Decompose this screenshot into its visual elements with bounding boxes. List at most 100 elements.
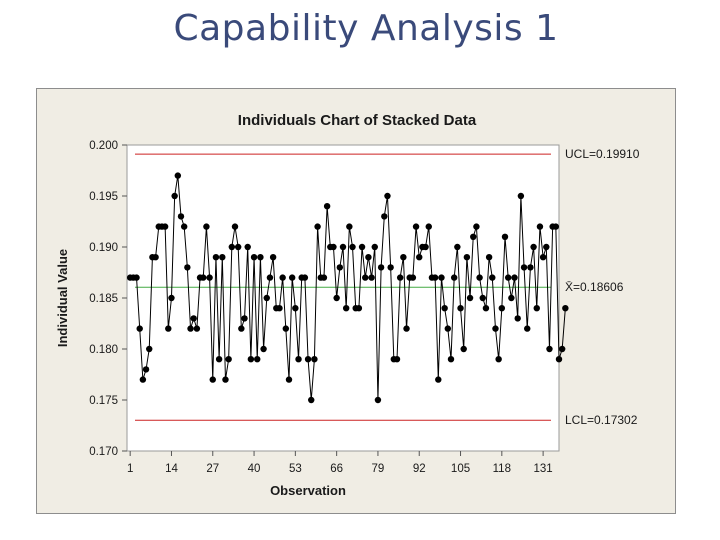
data-point bbox=[247, 356, 255, 363]
data-point bbox=[536, 223, 544, 230]
data-point bbox=[295, 356, 302, 363]
data-point bbox=[517, 192, 525, 200]
data-point bbox=[504, 274, 512, 281]
slide-title: Capability Analysis 1 bbox=[173, 8, 559, 49]
data-point bbox=[365, 254, 372, 261]
data-point bbox=[508, 294, 515, 302]
data-point bbox=[543, 243, 550, 251]
y-tick-label: 0.180 bbox=[89, 344, 118, 356]
chart-panel: Individuals Chart of Stacked Data 0.170 0… bbox=[36, 88, 676, 514]
data-point bbox=[311, 356, 318, 363]
data-point bbox=[308, 396, 315, 404]
data-point bbox=[231, 223, 239, 230]
data-point bbox=[438, 274, 445, 281]
data-point bbox=[301, 274, 309, 281]
data-point bbox=[511, 274, 518, 281]
data-point bbox=[133, 274, 140, 281]
data-point bbox=[212, 254, 220, 261]
data-point bbox=[552, 223, 560, 230]
data-point bbox=[219, 254, 226, 261]
y-tick-label: 0.175 bbox=[89, 395, 118, 407]
data-point bbox=[165, 325, 172, 332]
data-point bbox=[498, 305, 506, 312]
data-point bbox=[368, 274, 375, 281]
y-axis-label: Individual Value bbox=[55, 249, 70, 347]
data-point bbox=[501, 233, 509, 240]
data-point bbox=[206, 274, 213, 281]
x-tick-label: 131 bbox=[534, 463, 553, 475]
data-point bbox=[228, 243, 236, 251]
data-point bbox=[333, 294, 340, 302]
data-point bbox=[346, 223, 353, 230]
data-point bbox=[466, 294, 474, 302]
data-point bbox=[485, 254, 493, 261]
data-point bbox=[495, 356, 502, 363]
data-point bbox=[374, 396, 382, 404]
data-point bbox=[358, 243, 366, 251]
data-point bbox=[279, 274, 286, 281]
data-point bbox=[187, 325, 194, 332]
data-points bbox=[126, 172, 569, 404]
data-point bbox=[533, 305, 540, 312]
data-point bbox=[463, 254, 471, 261]
data-point bbox=[457, 305, 464, 312]
data-point bbox=[152, 254, 159, 261]
data-point bbox=[393, 356, 401, 363]
data-point bbox=[473, 223, 480, 230]
control-limits: UCL=0.19910 X̄=0.18606 LCL=0.17302 bbox=[135, 147, 640, 427]
data-point bbox=[139, 376, 147, 383]
data-point bbox=[168, 294, 175, 302]
data-point bbox=[260, 345, 267, 353]
data-point bbox=[476, 274, 483, 281]
data-point bbox=[285, 376, 293, 383]
data-point bbox=[524, 325, 531, 332]
x-tick-label: 1 bbox=[127, 463, 133, 475]
data-point bbox=[177, 213, 185, 220]
data-point bbox=[323, 203, 331, 210]
x-tick-label: 53 bbox=[289, 463, 302, 475]
data-point bbox=[416, 254, 423, 261]
data-point bbox=[190, 315, 197, 322]
data-point bbox=[257, 254, 264, 261]
data-point bbox=[339, 243, 347, 251]
data-point bbox=[362, 274, 369, 281]
data-point bbox=[562, 305, 569, 312]
data-point bbox=[447, 356, 455, 363]
x-tick-label: 92 bbox=[413, 463, 426, 475]
data-point bbox=[244, 243, 251, 251]
data-point bbox=[435, 376, 442, 383]
x-tick-label: 14 bbox=[165, 463, 178, 475]
chart-title: Individuals Chart of Stacked Data bbox=[238, 112, 477, 129]
data-point bbox=[349, 243, 356, 251]
data-point bbox=[238, 325, 245, 332]
lcl-label: LCL=0.17302 bbox=[565, 413, 638, 427]
data-point bbox=[409, 274, 417, 281]
data-point bbox=[555, 356, 563, 363]
data-point bbox=[215, 356, 223, 363]
data-point bbox=[241, 315, 248, 322]
data-point bbox=[342, 305, 350, 312]
data-point bbox=[460, 345, 467, 353]
data-point bbox=[234, 243, 242, 251]
data-point bbox=[320, 274, 328, 281]
data-point bbox=[142, 366, 150, 373]
y-tick-label: 0.185 bbox=[89, 293, 118, 305]
x-tick-label: 79 bbox=[372, 463, 385, 475]
data-point bbox=[396, 274, 404, 281]
data-point bbox=[530, 243, 537, 251]
data-point bbox=[314, 223, 321, 230]
x-tick-label: 27 bbox=[206, 463, 219, 475]
data-point bbox=[355, 305, 363, 312]
center-label: X̄=0.18606 bbox=[565, 280, 624, 294]
data-point bbox=[527, 264, 534, 271]
data-point bbox=[431, 274, 439, 281]
data-point bbox=[381, 213, 388, 220]
data-point bbox=[288, 274, 296, 281]
data-point bbox=[425, 223, 432, 230]
data-point bbox=[330, 243, 337, 251]
data-point bbox=[403, 325, 410, 332]
data-point bbox=[470, 233, 477, 240]
data-point bbox=[444, 325, 452, 332]
y-axis: 0.170 0.175 0.180 0.185 0.190 0.195 0.200 bbox=[89, 140, 127, 458]
data-point bbox=[276, 305, 283, 312]
